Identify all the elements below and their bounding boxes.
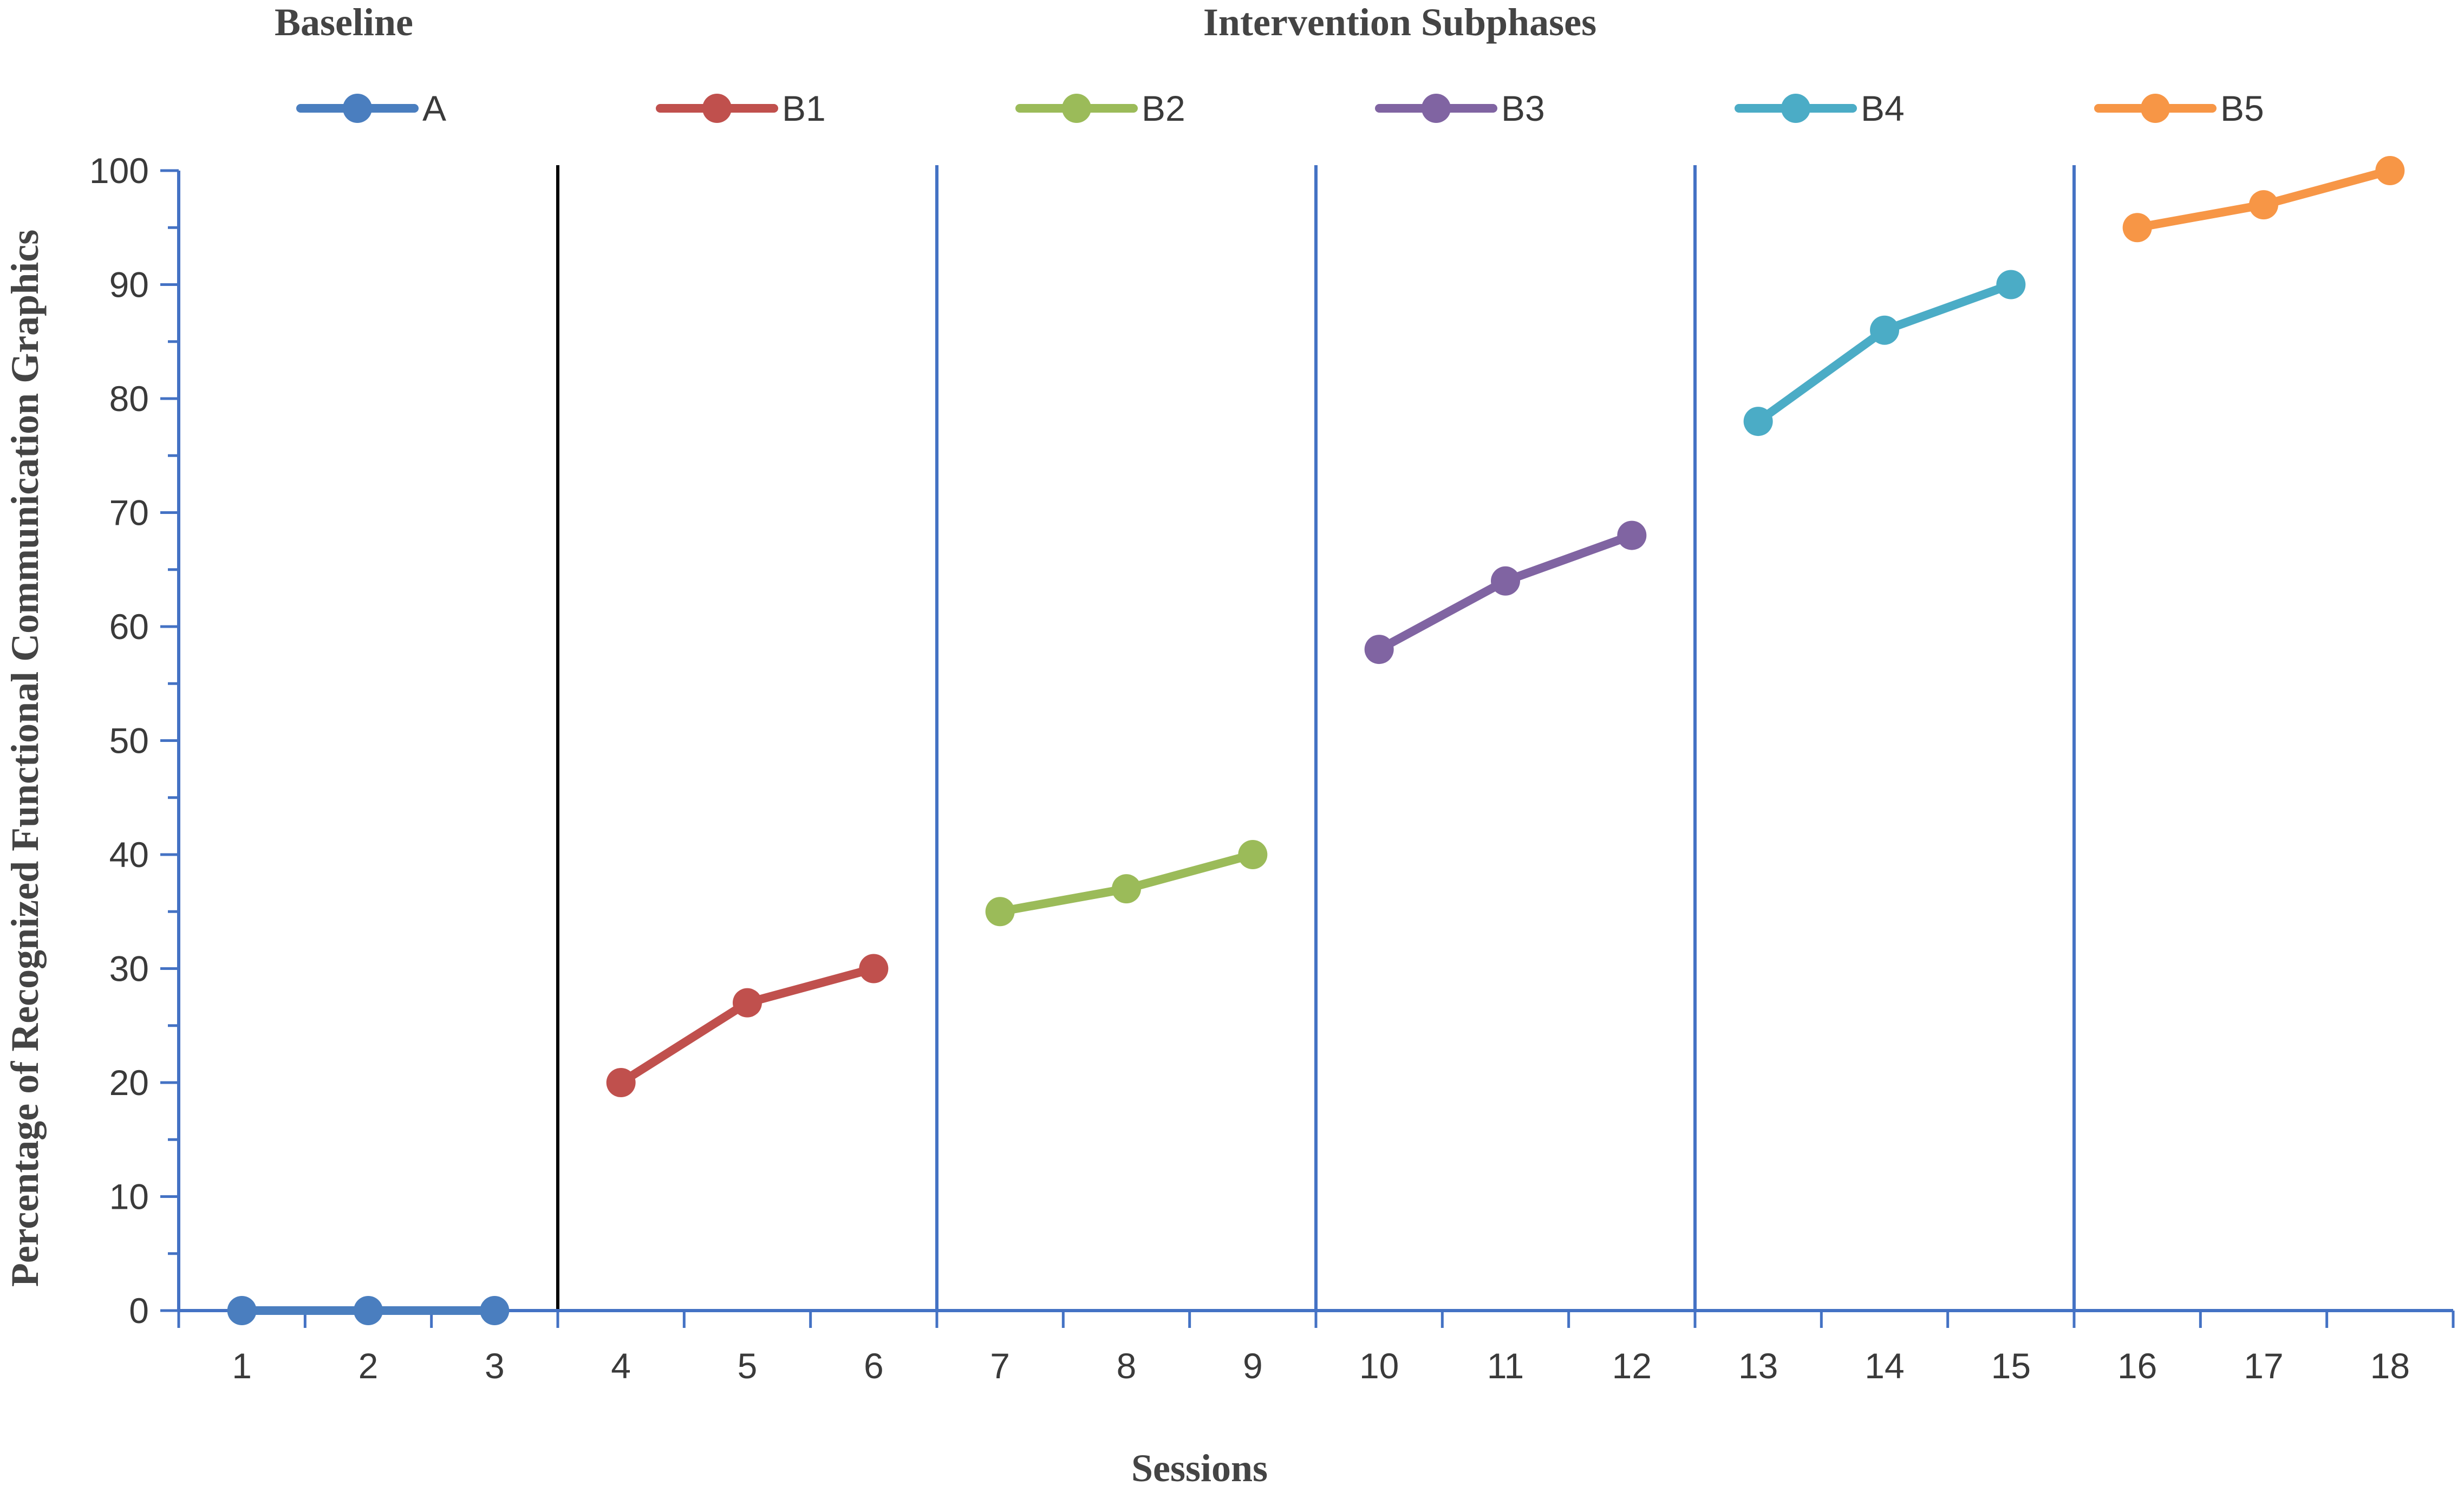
series-b3	[1364, 520, 1647, 664]
data-point	[1996, 270, 2026, 299]
data-point	[2122, 213, 2152, 243]
data-point	[1112, 874, 1141, 904]
x-tick-label: 9	[1243, 1346, 1263, 1386]
x-tick-label: 8	[1117, 1346, 1137, 1386]
series-b5	[2122, 156, 2405, 243]
legend: A B1 B2 B3 B4 B5	[296, 88, 2264, 128]
legend-item-b3: B3	[1375, 88, 1545, 128]
legend-item-a: A	[296, 88, 446, 128]
y-tick-label: 100	[89, 151, 149, 191]
y-tick-label: 0	[129, 1291, 149, 1331]
x-tick-label: 11	[1487, 1346, 1524, 1386]
legend-swatch-marker	[1062, 94, 1091, 123]
x-tick-label: 13	[1738, 1346, 1778, 1386]
data-point	[606, 1068, 636, 1097]
y-tick-label: 10	[109, 1177, 149, 1217]
series-b2	[985, 840, 1268, 927]
x-tick-label: 2	[358, 1346, 379, 1386]
x-axis-title: Sessions	[1131, 1447, 1268, 1490]
data-point	[733, 988, 762, 1018]
phase-title-baseline: Baseline	[275, 1, 413, 44]
series-group	[227, 156, 2405, 1325]
legend-label: A	[422, 88, 446, 128]
data-point	[227, 1296, 257, 1325]
legend-label: B5	[2220, 88, 2264, 128]
x-tick-label: 7	[990, 1346, 1010, 1386]
data-point	[1238, 840, 1268, 869]
x-tick-label: 5	[738, 1346, 758, 1386]
y-tick-label: 40	[109, 835, 149, 875]
legend-item-b2: B2	[1015, 88, 1185, 128]
data-point	[354, 1296, 383, 1325]
series-a	[227, 1296, 510, 1325]
data-point	[1364, 635, 1394, 664]
series-b1	[606, 954, 889, 1097]
legend-label: B1	[782, 88, 826, 128]
legend-item-b5: B5	[2094, 88, 2264, 128]
legend-label: B4	[1861, 88, 1905, 128]
phase-change-lines	[556, 165, 2076, 1311]
data-point	[1617, 520, 1647, 550]
legend-swatch-marker	[1422, 94, 1451, 123]
series-line	[616, 964, 878, 1087]
x-tick-label: 15	[1991, 1346, 2031, 1386]
y-tick-label: 90	[109, 265, 149, 305]
x-tick-label: 18	[2370, 1346, 2410, 1386]
legend-swatch-marker	[343, 94, 372, 123]
data-point	[480, 1296, 510, 1325]
data-point	[985, 897, 1015, 927]
x-tick-label: 1	[232, 1346, 252, 1386]
series-line	[1754, 280, 2016, 426]
legend-label: B2	[1142, 88, 1185, 128]
x-tick-label: 6	[864, 1346, 884, 1386]
x-tick-label: 4	[611, 1346, 631, 1386]
x-tick-label: 10	[1359, 1346, 1399, 1386]
x-tick-label: 3	[485, 1346, 505, 1386]
y-tick-label: 80	[109, 379, 149, 419]
x-tick-label: 12	[1612, 1346, 1652, 1386]
series-b4	[1743, 270, 2026, 436]
y-tick-label: 60	[109, 607, 149, 647]
x-tick-label: 14	[1865, 1346, 1904, 1386]
data-point	[1870, 315, 1899, 345]
legend-swatch-marker	[2141, 94, 2170, 123]
y-axis-title: Percentage of Recognized Functional Comm…	[3, 230, 47, 1287]
data-point	[1491, 566, 1520, 596]
legend-label: B3	[1501, 88, 1545, 128]
data-point	[2249, 190, 2278, 220]
legend-swatch-marker	[1781, 94, 1810, 123]
phase-title-intervention: Intervention Subphases	[1203, 1, 1596, 44]
legend-item-b4: B4	[1735, 88, 1905, 128]
y-tick-label: 50	[109, 721, 149, 761]
data-point	[1743, 407, 1773, 436]
y-tick-label: 30	[109, 949, 149, 989]
legend-swatch-marker	[702, 94, 732, 123]
data-point	[2375, 156, 2405, 185]
x-tick-label: 17	[2244, 1346, 2283, 1386]
legend-item-b1: B1	[656, 88, 826, 128]
y-tick-label: 20	[109, 1063, 149, 1103]
x-tick-label: 16	[2117, 1346, 2157, 1386]
data-point	[859, 954, 889, 983]
y-tick-label: 70	[109, 493, 149, 533]
